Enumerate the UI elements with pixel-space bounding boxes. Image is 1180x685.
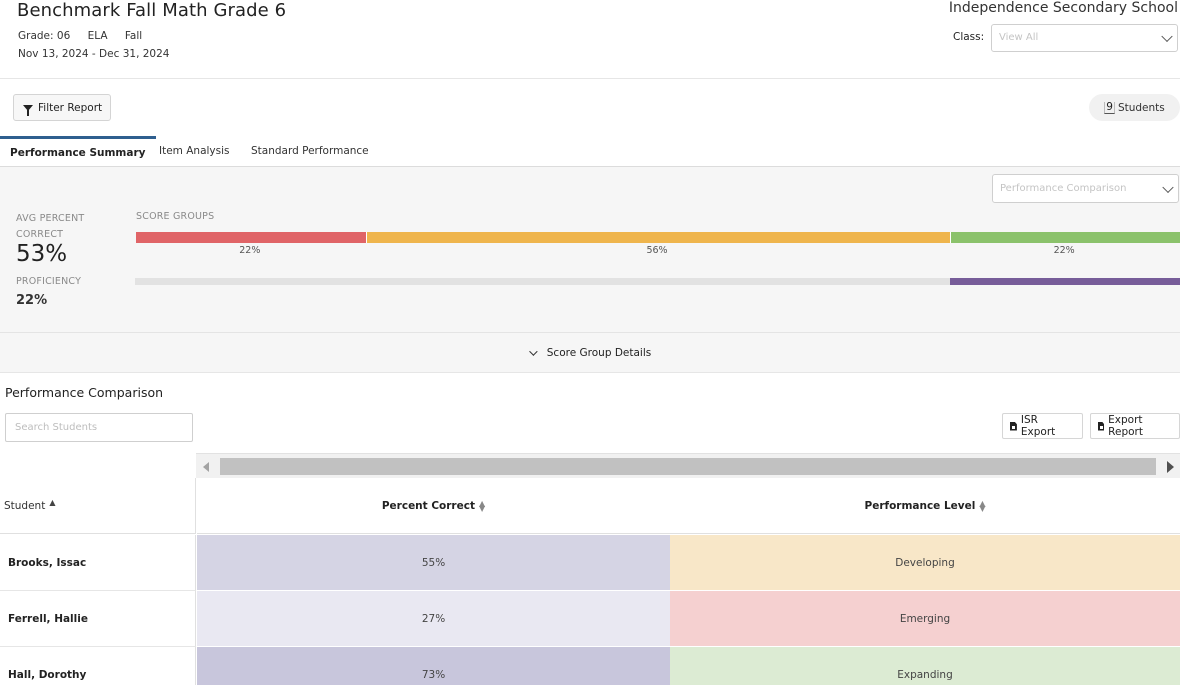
student-name[interactable]: Hall, Dorothy xyxy=(0,647,196,685)
column-header-percent-label: Percent Correct xyxy=(381,499,475,512)
students-label: Students xyxy=(1117,101,1165,114)
score-group-percent: 22% xyxy=(1053,245,1075,256)
search-students-input[interactable] xyxy=(5,413,193,442)
tab-performance-summary[interactable]: Performance Summary xyxy=(0,136,156,167)
column-header-student[interactable]: Student ▲ xyxy=(0,478,196,534)
download-file-icon xyxy=(1098,421,1105,431)
column-header-percent-correct[interactable]: Percent Correct ▲ ▼ xyxy=(197,478,670,534)
export-report-label: Export Report xyxy=(1108,414,1143,438)
sort-icon: ▲ ▼ xyxy=(478,498,486,513)
isr-export-button[interactable]: ISR Export xyxy=(1002,413,1083,439)
proficiency-track xyxy=(135,278,1180,285)
chevron-down-icon xyxy=(1162,181,1174,193)
page-title: Benchmark Fall Math Grade 6 xyxy=(17,0,287,21)
date-range: Nov 13, 2024 - Dec 31, 2024 xyxy=(18,48,170,60)
filter-report-label: Filter Report xyxy=(38,101,103,114)
column-header-student-label: Student xyxy=(4,499,46,512)
sort-icon: ▲ ▼ xyxy=(979,498,986,513)
avg-percent-label: AVG PERCENT CORRECT xyxy=(16,213,85,240)
isr-export-label: ISR Export xyxy=(1020,414,1056,438)
proficiency-label: PROFICIENCY xyxy=(16,276,82,287)
comparison-select-value: Performance Comparison xyxy=(1000,183,1127,194)
student-name[interactable]: Ferrell, Hallie xyxy=(0,591,196,647)
scroll-left-icon[interactable] xyxy=(203,462,209,472)
export-report-button[interactable]: Export Report xyxy=(1090,413,1180,439)
score-groups-bar xyxy=(136,232,1180,243)
chevron-down-icon xyxy=(1161,30,1173,43)
avg-percent-value: 53% xyxy=(16,241,68,267)
percent-correct-cell: 55% xyxy=(197,535,670,591)
sort-ascending-icon: ▲ xyxy=(49,498,56,507)
class-label: Class: xyxy=(953,31,985,43)
percent-correct-cell: 27% xyxy=(197,591,670,647)
student-count: 9 xyxy=(1104,100,1115,114)
download-file-icon xyxy=(1010,421,1017,431)
filter-report-button[interactable]: Filter Report xyxy=(13,94,111,121)
subject-text: ELA xyxy=(87,30,108,42)
filter-icon xyxy=(23,104,33,116)
scroll-right-icon[interactable] xyxy=(1167,461,1174,473)
report-meta: Grade: 06 ELA Fall xyxy=(18,30,156,42)
performance-level-cell: Developing xyxy=(670,535,1180,591)
score-group-percent: 56% xyxy=(646,245,668,256)
school-name: Independence Secondary School xyxy=(948,0,1178,16)
comparison-select[interactable]: Performance Comparison xyxy=(992,174,1179,203)
score-groups-label: SCORE GROUPS xyxy=(136,211,215,222)
tab-standard-performance[interactable]: Standard Performance xyxy=(251,145,369,157)
scrollbar-thumb[interactable] xyxy=(220,458,1156,475)
class-select[interactable]: View All xyxy=(991,24,1178,52)
horizontal-scrollbar[interactable] xyxy=(196,453,1180,478)
score-group-percent: 22% xyxy=(239,245,261,256)
score-group-details-label: Score Group Details xyxy=(546,346,652,359)
proficiency-fill xyxy=(950,278,1180,285)
percent-correct-cell: 73% xyxy=(197,647,670,685)
performance-level-cell: Expanding xyxy=(670,647,1180,685)
student-name[interactable]: Brooks, Issac xyxy=(0,535,196,591)
section-title: Performance Comparison xyxy=(5,385,164,400)
column-header-level-label: Performance Level xyxy=(864,499,976,512)
grade-text: Grade: 06 xyxy=(18,30,71,42)
proficiency-value: 22% xyxy=(16,293,48,308)
tab-item-analysis[interactable]: Item Analysis xyxy=(159,145,230,157)
chevron-down-icon xyxy=(528,346,538,356)
report-tabs: Performance Summary Item Analysis Standa… xyxy=(0,136,1180,167)
score-group-segment xyxy=(365,232,951,243)
performance-summary-panel: Performance Comparison AVG PERCENT CORRE… xyxy=(0,167,1180,333)
student-count-badge: 9 Students xyxy=(1089,94,1180,121)
performance-level-cell: Emerging xyxy=(670,591,1180,647)
class-select-value: View All xyxy=(999,32,1039,43)
score-group-segment xyxy=(950,232,1180,243)
score-group-details-toggle[interactable]: Score Group Details xyxy=(0,333,1180,373)
season-text: Fall xyxy=(124,30,143,42)
report-header: Benchmark Fall Math Grade 6 Grade: 06 EL… xyxy=(0,0,1180,79)
score-group-segment xyxy=(136,232,366,243)
column-header-performance-level[interactable]: Performance Level ▲ ▼ xyxy=(670,478,1180,534)
